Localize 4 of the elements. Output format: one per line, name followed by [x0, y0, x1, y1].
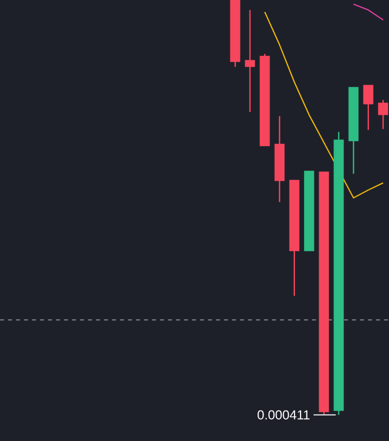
candlestick: [378, 99, 388, 130]
candlestick: [244, 9, 255, 113]
annotation: 0.000411: [258, 410, 310, 420]
candlestick: [363, 84, 374, 130]
